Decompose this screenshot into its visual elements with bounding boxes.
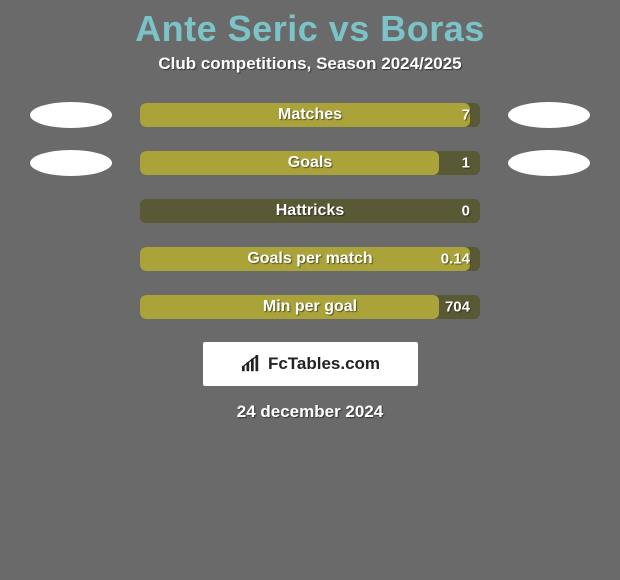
comparison-card: Ante Seric vs Boras Club competitions, S… [0,0,620,580]
stat-row: Matches7 [0,102,620,128]
bar-chart-icon [240,355,262,373]
stat-row: Goals1 [0,150,620,176]
brand-badge: FcTables.com [203,342,418,386]
date-text: 24 december 2024 [0,402,620,422]
page-subtitle: Club competitions, Season 2024/2025 [0,54,620,74]
stat-bar: Goals per match0.14 [140,247,480,271]
stat-value: 704 [445,299,470,316]
stat-row: Min per goal704 [0,294,620,320]
stat-bar: Hattricks0 [140,199,480,223]
right-ellipse [508,102,590,128]
stats-container: Matches7 Goals1 Hattricks0 Goals per match0… [0,102,620,320]
stat-bar-fill [140,295,439,319]
stat-value: 1 [462,155,470,172]
right-ellipse [508,150,590,176]
stat-bar: Matches7 [140,103,480,127]
page-title: Ante Seric vs Boras [0,0,620,54]
stat-bar: Min per goal704 [140,295,480,319]
stat-label: Hattricks [140,202,480,220]
stat-row: Hattricks0 [0,198,620,224]
stat-bar: Goals1 [140,151,480,175]
left-ellipse [30,102,112,128]
stat-value: 0 [462,203,470,220]
stat-bar-fill [140,151,439,175]
brand-text: FcTables.com [268,354,380,374]
stat-bar-fill [140,247,470,271]
left-ellipse [30,150,112,176]
stat-bar-fill [140,103,470,127]
stat-row: Goals per match0.14 [0,246,620,272]
